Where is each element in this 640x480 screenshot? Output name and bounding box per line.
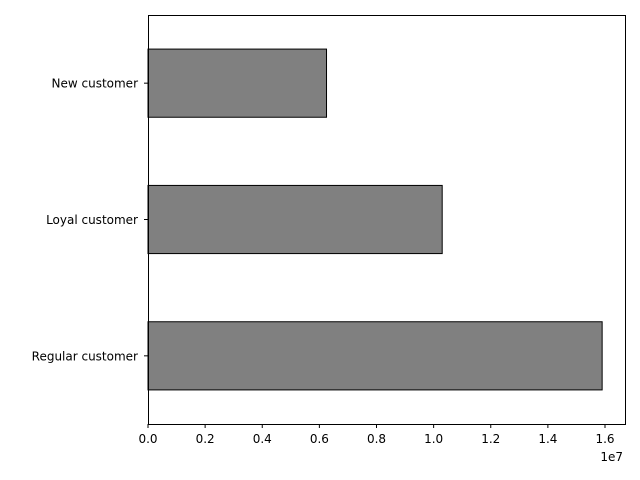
y-axis: New customer Loyal customer Regular custom… [32, 77, 148, 363]
y-tick-label: Regular customer [32, 349, 138, 363]
bar-loyal-customer [147, 184, 443, 255]
x-tick-label: 1.2 [481, 432, 500, 446]
x-tick-label: 0.4 [253, 432, 272, 446]
bars-group [147, 48, 603, 391]
x-tick-label: 1.6 [595, 432, 614, 446]
x-axis-offset-label: 1e7 [600, 450, 623, 464]
x-tick-label: 0.8 [367, 432, 386, 446]
y-tick-label: New customer [52, 77, 139, 91]
x-tick-label: 1.0 [424, 432, 443, 446]
x-tick-label: 0.6 [310, 432, 329, 446]
bar-regular-customer [147, 321, 603, 391]
x-tick-label: 1.4 [538, 432, 557, 446]
x-axis: 0.0 0.2 0.4 0.6 0.8 1.0 1.2 1.4 1.6 [138, 424, 615, 446]
x-tick-label: 0.2 [196, 432, 215, 446]
plot-frame [148, 15, 626, 425]
y-tick-label: Loyal customer [46, 213, 138, 227]
x-tick-label: 0.0 [138, 432, 157, 446]
bar-new-customer [147, 48, 328, 118]
